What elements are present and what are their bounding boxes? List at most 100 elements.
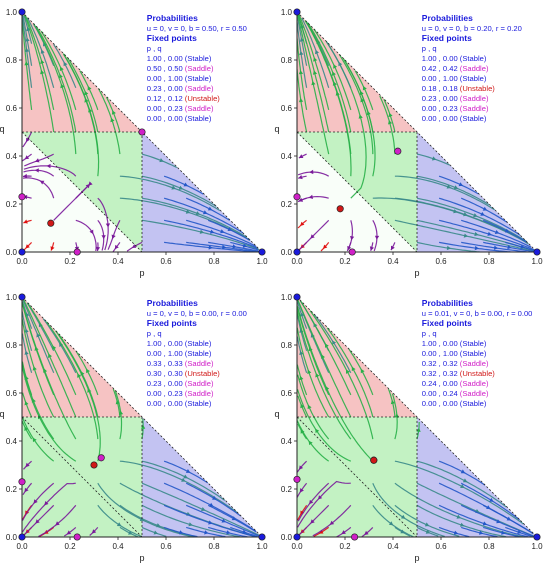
streamline-arrow bbox=[55, 521, 60, 526]
streamline-arrow bbox=[207, 206, 213, 211]
fixed-point-marker-3 bbox=[18, 8, 26, 16]
y-axis-label: q bbox=[274, 409, 279, 419]
streamline-arrow bbox=[493, 245, 499, 250]
legend-title: Probabilities bbox=[147, 298, 198, 308]
streamline-arrow bbox=[40, 59, 45, 64]
streamline-arrow bbox=[66, 530, 72, 535]
streamline-arrow bbox=[212, 495, 217, 500]
y-tick-label: 0.4 bbox=[6, 437, 18, 446]
streamline-42 bbox=[141, 482, 261, 537]
streamline-arrow bbox=[310, 234, 315, 239]
streamline-arrow bbox=[59, 66, 64, 72]
streamline-23 bbox=[21, 302, 77, 440]
streamline-arrow bbox=[299, 375, 304, 381]
streamline-8 bbox=[296, 314, 308, 351]
fixed-point-marker-6 bbox=[293, 193, 301, 201]
streamline-arrow bbox=[309, 499, 314, 505]
streamline-27 bbox=[361, 526, 374, 538]
streamline-arrow bbox=[26, 137, 30, 143]
streamline-arrow bbox=[496, 519, 501, 524]
streamline-42 bbox=[141, 197, 247, 238]
streamline-arrow bbox=[188, 522, 193, 527]
fixed-point-marker-3 bbox=[293, 8, 301, 16]
fixed-point-marker-2 bbox=[293, 293, 301, 301]
streamline-arrow bbox=[24, 487, 29, 493]
streamline-arrow bbox=[50, 246, 55, 251]
fixed-point-coord: 0.00 , 1.00 bbox=[147, 349, 185, 358]
x-tick-label: 0.8 bbox=[483, 542, 495, 551]
phase-panel-3: 0.0 0.2 0.4 0.6 0.8 1.0 0.0 0.2 0.4 0.6 0.8 1.0 p q Pr… bbox=[0, 285, 275, 570]
streamline-arrow bbox=[89, 229, 94, 235]
boundary-separatrix bbox=[21, 416, 143, 538]
legend-params: u = 0, v = 0, b = 0.20, r = 0.20 bbox=[422, 24, 522, 33]
streamline-24 bbox=[296, 298, 352, 418]
streamline-arrow bbox=[24, 401, 29, 406]
fixed-point-type: (Stable) bbox=[185, 349, 212, 358]
streamline-arrow bbox=[338, 61, 343, 67]
fixed-point-type: (Saddle) bbox=[460, 64, 489, 73]
fixed-point-type: (Stable) bbox=[460, 114, 487, 123]
legend-fixed-point-5: 0.23 , 0.00 (Saddle) bbox=[422, 94, 489, 103]
streamline-arrow bbox=[23, 219, 28, 224]
legend-fixed-title: Fixed points bbox=[147, 318, 197, 328]
streamline-arrow bbox=[226, 530, 231, 535]
y-tick-label: 0.6 bbox=[6, 389, 18, 398]
fixed-point-marker-6 bbox=[18, 193, 26, 201]
streamline-arrow bbox=[431, 156, 437, 161]
streamline-arrow bbox=[24, 426, 29, 431]
y-tick-label: 1.0 bbox=[6, 293, 18, 302]
streamline-arrow bbox=[63, 61, 68, 67]
streamline-arrow bbox=[331, 71, 336, 76]
legend-fixed-point-4: 0.30 , 0.30 (Unstable) bbox=[147, 369, 220, 378]
fixed-point-coord: 0.00 , 0.23 bbox=[147, 104, 185, 113]
streamline-arrow bbox=[315, 428, 320, 434]
streamline-arrow bbox=[394, 413, 400, 418]
streamline-arrow bbox=[308, 194, 313, 199]
streamline-arrow bbox=[95, 246, 101, 251]
streamline-28 bbox=[97, 219, 105, 251]
x-tick-label: 0.8 bbox=[208, 542, 220, 551]
streamline-26 bbox=[53, 43, 77, 89]
legend-fixed-header: p , q bbox=[422, 329, 437, 338]
streamline-arrow bbox=[362, 85, 367, 91]
x-tick-label: 1.0 bbox=[531, 257, 543, 266]
streamline-52 bbox=[483, 526, 520, 538]
streamline-arrow bbox=[299, 488, 304, 493]
streamline-arrow bbox=[208, 245, 213, 250]
legend-fixed-point-7: 0.00 , 0.00 (Stable) bbox=[147, 399, 212, 408]
legend-fixed-point-4: 0.18 , 0.18 (Unstable) bbox=[422, 84, 495, 93]
streamline-arrow bbox=[60, 83, 65, 89]
streamline-arrow bbox=[390, 400, 395, 405]
streamline-arrow bbox=[300, 510, 305, 515]
streamline-arrow bbox=[111, 234, 116, 239]
streamline-arrow bbox=[341, 530, 346, 535]
streamline-14 bbox=[21, 362, 55, 440]
streamlines bbox=[21, 13, 261, 253]
y-tick-label: 1.0 bbox=[281, 8, 293, 17]
fixed-point-marker-4 bbox=[370, 456, 378, 464]
fixed-point-type: (Saddle) bbox=[460, 104, 489, 113]
streamline-36 bbox=[394, 482, 525, 538]
streamline-43 bbox=[416, 460, 507, 508]
x-tick-label: 0.4 bbox=[387, 257, 399, 266]
legend-fixed-point-6: 0.00 , 0.23 (Saddle) bbox=[422, 104, 489, 113]
boundary-simplex bbox=[21, 296, 263, 538]
fixed-point-marker-6 bbox=[293, 475, 301, 483]
fixed-point-coord: 0.18 , 0.18 bbox=[422, 84, 460, 93]
streamline-49 bbox=[461, 241, 527, 253]
fixed-point-type: (Unstable) bbox=[185, 94, 220, 103]
streamline-arrow bbox=[231, 516, 237, 521]
streamline-arrow bbox=[489, 497, 494, 502]
x-axis-label: p bbox=[139, 268, 144, 278]
streamline-arrow bbox=[300, 403, 305, 409]
fixed-point-type: (Saddle) bbox=[460, 94, 489, 103]
streamline-arrow bbox=[298, 70, 304, 75]
fixed-point-marker-2 bbox=[138, 128, 146, 136]
streamline-53 bbox=[482, 219, 528, 243]
streamline-arrow bbox=[456, 514, 461, 519]
streamline-18 bbox=[26, 302, 55, 352]
fixed-point-coord: 0.00 , 0.23 bbox=[147, 389, 185, 398]
streamline-20 bbox=[312, 504, 352, 537]
streamline-arrow bbox=[358, 114, 363, 119]
legend-fixed-header: p , q bbox=[147, 329, 162, 338]
